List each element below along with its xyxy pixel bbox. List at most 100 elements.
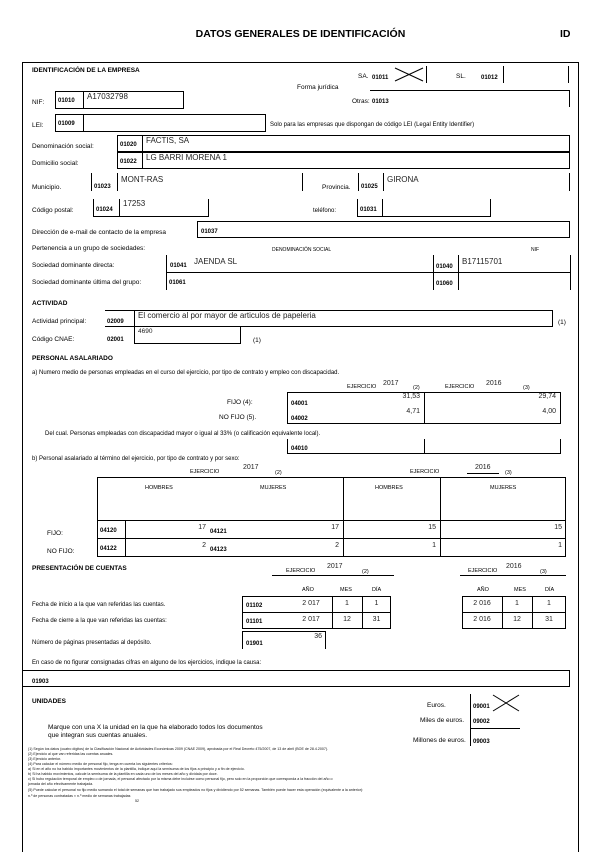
forma-juridica-label: Forma jurídica: [297, 84, 339, 91]
fijo-code: 04001: [291, 401, 308, 407]
fijo-y2: 29,74: [538, 393, 556, 400]
c-year2: 2016: [506, 563, 522, 570]
b-year2: 2016: [467, 463, 499, 474]
discapacidad-text: Del cual. Personas empleadas con discapa…: [45, 431, 321, 437]
cierre-label: Fecha de cierre a la que van referidas l…: [32, 618, 167, 624]
provincia-field[interactable]: [358, 173, 570, 191]
inicio-date-value: 2 016: [473, 600, 491, 607]
euros-code: 09001: [473, 704, 490, 710]
footnote: (3) Ejercicio anterior.: [28, 757, 61, 761]
sa-checkbox[interactable]: [393, 66, 427, 83]
actividad-note: (1): [558, 319, 566, 326]
directa-code: 01041: [170, 263, 187, 269]
domicilio-label: Domicilio social:: [32, 160, 79, 167]
denominacion-value: FACTIS, SA: [146, 136, 190, 145]
ejercicio-label: EJERCICIO: [445, 384, 475, 390]
sl-checkbox[interactable]: [503, 66, 569, 83]
actividad-principal-code: 02009: [107, 319, 124, 325]
lei-note: Solo para las empresas que dispongan de …: [270, 122, 475, 128]
section-empresa: IDENTIFICACIÓN DE LA EMPRESA: [32, 67, 140, 74]
sa-label: SA.: [358, 73, 369, 80]
divider: [532, 612, 533, 629]
date-header-anio: AÑO: [477, 587, 489, 593]
cp-value: 17253: [123, 199, 146, 208]
ultima-label: Sociedad dominante última del grupo:: [32, 279, 142, 286]
cierre-date-y1[interactable]: [242, 612, 391, 629]
actividad-principal-label: Actividad principal:: [32, 318, 87, 325]
row-code-mujeres: 04121: [210, 529, 227, 535]
divider: [332, 596, 333, 613]
footnote: jornada del año efectivamente trabajada.: [28, 782, 94, 786]
cnae-field[interactable]: [134, 326, 241, 344]
row-hombres-y2: 15: [428, 524, 436, 531]
divider: [332, 612, 333, 629]
row-mujeres-y1: 2: [335, 542, 339, 549]
cp-code: 01024: [96, 207, 113, 213]
mujeres-header: MUJERES: [260, 485, 287, 491]
ultima-nif-code: 01060: [436, 281, 453, 287]
year1: 2017: [383, 380, 399, 387]
row-mujeres-y2: 1: [558, 542, 562, 549]
personal-a-text: a) Numero medio de personas empleadas en…: [32, 370, 340, 376]
row-code-mujeres: 04123: [210, 547, 227, 553]
discapacidad-code: 04010: [291, 446, 308, 452]
cierre-date-value: 12: [343, 616, 351, 623]
ultima-code: 01061: [169, 280, 186, 286]
footnote: (1) Según los datos (cuatro dígitos) de …: [28, 747, 329, 751]
nif-code: 01010: [58, 98, 75, 104]
ejercicio-label: EJERCICIO: [468, 568, 498, 574]
row-code-hombres: 04120: [100, 528, 117, 534]
cierre-date-y2[interactable]: [462, 612, 566, 629]
otras-field[interactable]: [370, 90, 570, 107]
personal-b-text: b) Personal asalariado al término del ej…: [32, 456, 240, 462]
b-note2: (2): [275, 470, 282, 476]
footnote: (4) Para calcular el número medio de per…: [28, 762, 173, 766]
otras-code: 01013: [372, 99, 389, 105]
causa-code: 01903: [32, 679, 49, 685]
telefono-field[interactable]: [357, 199, 491, 217]
date-header-mes: MES: [514, 587, 526, 593]
b-note3: (3): [505, 470, 512, 476]
footnote: n.º de personas contratadas × n.º medio …: [28, 794, 131, 798]
directa-nif-value: B17115701: [462, 257, 503, 266]
hombres-header: HOMBRES: [145, 485, 173, 491]
causa-field[interactable]: [22, 670, 570, 687]
date-header-dia: DÍA: [545, 587, 555, 593]
c-note3: (3): [540, 569, 547, 575]
inicio-date-value: 1: [547, 600, 551, 607]
paginas-label: Número de páginas presentadas al depósit…: [32, 640, 152, 646]
actividad-principal-value: El comercio al por mayor de articulos de…: [138, 311, 316, 320]
ejercicio-label: EJERCICIO: [190, 469, 220, 475]
form-frame: [22, 62, 579, 852]
millones-code: 09003: [473, 739, 490, 745]
otras-label: Otras:: [352, 98, 370, 105]
cierre-date-value: 2 017: [302, 616, 320, 623]
inicio-label: Fecha de inicio a la que van referidas l…: [32, 602, 166, 608]
b-nofijo-label: NO FIJO:: [47, 548, 75, 555]
email-code: 01037: [201, 229, 218, 235]
inicio-date-value: 1: [345, 600, 349, 607]
telefono-code: 01031: [360, 207, 377, 213]
denominacion-code: 01020: [120, 142, 137, 148]
footnote: (5) Puede calcular el personal no fijo m…: [28, 788, 364, 792]
actividad-principal-field[interactable]: [105, 310, 553, 327]
x-mark-icon[interactable]: [491, 693, 521, 713]
paginas-field[interactable]: [242, 631, 326, 649]
footnote: (2) Ejercicio al que van referidas las c…: [28, 752, 114, 756]
miles-code: 09002: [473, 719, 490, 725]
nofijo-label: NO FIJO (5).: [219, 414, 257, 421]
domicilio-field[interactable]: [117, 152, 570, 169]
page-title: DATOS GENERALES DE IDENTIFICACIÓN: [195, 28, 406, 40]
municipio-field[interactable]: [91, 173, 303, 191]
email-field[interactable]: [197, 221, 570, 238]
personal-termino-table: [97, 477, 566, 557]
lei-field[interactable]: [55, 114, 266, 132]
page-code: ID: [560, 28, 571, 40]
denominacion-field[interactable]: [117, 135, 570, 152]
cp-field[interactable]: [93, 199, 209, 217]
directa-label: Sociedad dominante directa:: [32, 262, 115, 269]
cierre-code: 01101: [246, 619, 263, 625]
provincia-value: GIRONA: [387, 175, 419, 184]
nif-field[interactable]: [55, 91, 184, 109]
sa-code: 01011: [372, 75, 389, 81]
